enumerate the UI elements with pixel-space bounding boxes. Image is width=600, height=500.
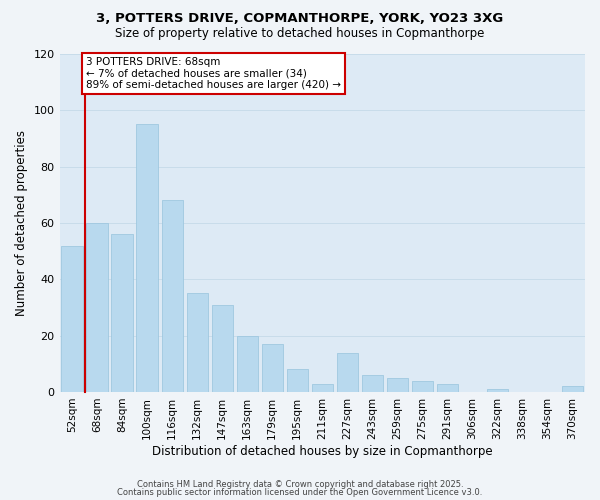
Bar xyxy=(262,344,283,392)
Bar xyxy=(362,375,383,392)
Bar xyxy=(61,246,83,392)
Text: 3 POTTERS DRIVE: 68sqm
← 7% of detached houses are smaller (34)
89% of semi-deta: 3 POTTERS DRIVE: 68sqm ← 7% of detached … xyxy=(86,57,341,90)
Bar xyxy=(287,370,308,392)
Bar xyxy=(387,378,408,392)
Bar xyxy=(311,384,333,392)
Bar xyxy=(487,389,508,392)
Text: 3, POTTERS DRIVE, COPMANTHORPE, YORK, YO23 3XG: 3, POTTERS DRIVE, COPMANTHORPE, YORK, YO… xyxy=(97,12,503,26)
Bar xyxy=(437,384,458,392)
Text: Contains public sector information licensed under the Open Government Licence v3: Contains public sector information licen… xyxy=(118,488,482,497)
Bar xyxy=(187,294,208,392)
Bar xyxy=(112,234,133,392)
Bar xyxy=(161,200,183,392)
Text: Contains HM Land Registry data © Crown copyright and database right 2025.: Contains HM Land Registry data © Crown c… xyxy=(137,480,463,489)
Bar xyxy=(212,304,233,392)
Bar xyxy=(236,336,258,392)
Bar xyxy=(337,352,358,392)
X-axis label: Distribution of detached houses by size in Copmanthorpe: Distribution of detached houses by size … xyxy=(152,444,493,458)
Bar xyxy=(562,386,583,392)
Text: Size of property relative to detached houses in Copmanthorpe: Size of property relative to detached ho… xyxy=(115,28,485,40)
Y-axis label: Number of detached properties: Number of detached properties xyxy=(15,130,28,316)
Bar xyxy=(136,124,158,392)
Bar xyxy=(412,380,433,392)
Bar xyxy=(86,223,108,392)
